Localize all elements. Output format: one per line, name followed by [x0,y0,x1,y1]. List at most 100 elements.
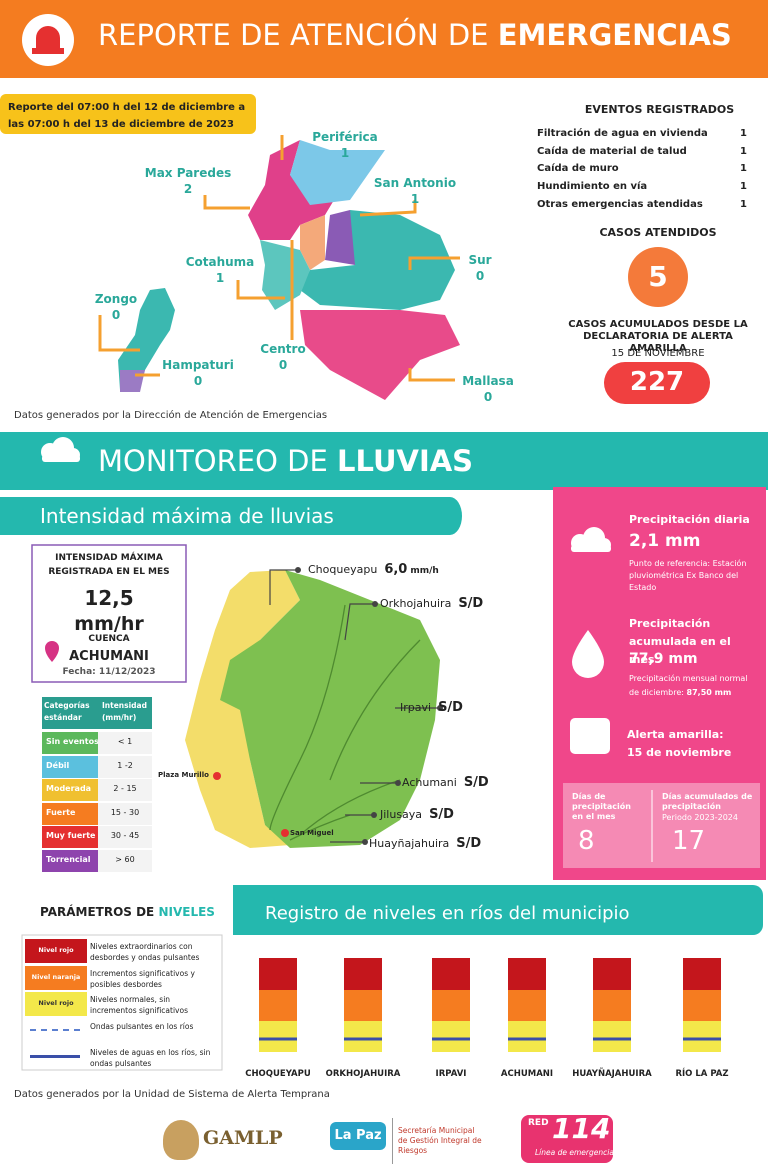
note-value: 87,50 mm [686,688,732,697]
red114-logo [521,1115,613,1163]
levels-title: Registro de niveles en ríos del municipi… [265,903,630,924]
district-count: 2 [183,182,193,196]
report-period: Reporte del 07:00 h del 12 de diciembre … [8,102,246,130]
pin-icon [45,641,59,662]
district-count: 0 [278,358,288,372]
gamlp-crest [163,1120,199,1160]
legend-swatch [25,992,87,1016]
level-red [593,958,631,990]
level-orange [508,990,546,1021]
category-range: 2 - 15 [98,779,152,801]
level-orange [432,990,470,1021]
basin-row: Huayñajahuira S/D [369,836,481,851]
levels-bar [233,885,763,935]
accumulated-title: CASOS ACUMULADOS DESDE LA DECLARATORIA D… [568,319,748,354]
district-count: 1 [410,192,420,206]
connector [408,368,455,382]
levels-source: Datos generados por la Unidad de Sistema… [14,1089,330,1100]
params-title: PARÁMETROS DE NIVELES [40,905,215,919]
max-value: 12,5 [84,586,134,610]
category-cell [42,849,98,872]
basin-row: Irpavi S/D [400,700,463,715]
legend-line [30,1028,80,1031]
days-month-label: Días de precipitación en el mes [572,792,631,821]
district-name: Periférica [312,130,378,144]
max-box [31,544,187,683]
basin-value: S/D [463,775,489,790]
category-name: Fuerte [46,807,76,817]
accumulated-value: 227 [629,367,685,397]
event-count: 1 [740,163,747,175]
district-count: 0 [111,308,121,322]
title-light: REPORTE DE ATENCIÓN DE [98,18,489,52]
basin-name: Irpavi [400,701,432,714]
header-title: REPORTE DE ATENCIÓN DE EMERGENCIAS [98,18,732,52]
river-name: RÍO LA PAZ [675,1069,729,1079]
connector [269,569,298,605]
month-value: 77,9 mm [629,651,698,667]
events-title: EVENTOS REGISTRADOS [584,103,735,116]
river-bars [259,958,721,1052]
map-max-paredes [248,140,340,240]
basin-name: Orkhojahuira [380,597,452,610]
legend-line [30,1055,80,1058]
event-label: Caída de material de talud [537,145,687,157]
level-red [683,958,721,990]
basin-name: Achumani [402,776,457,789]
daily-title: Precipitación diaria [629,513,750,526]
alert-title: Alerta amarilla: [627,728,724,741]
title-bold: EMERGENCIAS [497,18,732,52]
district-count: 0 [475,269,485,283]
intensity-bar [0,497,462,535]
basin-name: Choqueyapu [308,563,378,576]
category-cell [42,779,98,801]
category-name: Moderada [46,784,92,793]
category-range: 1 -2 [98,755,152,778]
basin-row: Jilusaya S/D [380,807,454,822]
table-header [42,697,152,729]
river-name: CHOQUEYAPU [245,1069,311,1079]
cases-circle [628,247,688,307]
days-total-period: Periodo 2023-2024 [662,813,738,822]
level-orange [344,990,382,1021]
intensity-title: Intensidad máxima de lluvias [40,504,334,528]
district-name: Mallasa [462,374,514,388]
event-count: 1 [740,145,747,157]
event-label: Filtración de agua en vivienda [537,128,708,139]
connector [344,603,375,641]
connector [359,200,417,217]
district-count: 0 [483,390,493,404]
accumulated-pill [604,362,710,404]
level-orange [593,990,631,1021]
cases-title: CASOS ATENDIDOS [599,226,717,239]
event-label: Hundimiento en vía [537,181,648,193]
level-yellow [683,1021,721,1052]
cloud-icon [41,437,80,462]
connector [203,195,250,210]
map-cotahuma [260,240,310,310]
rain-banner [0,432,768,490]
header-bar [0,0,768,78]
place-pin [281,829,289,837]
red-label: RED [528,1118,549,1128]
connector [98,315,140,352]
legend-swatch [25,965,87,990]
basin-name: ACHUMANI [69,649,149,664]
district-count: 1 [340,146,350,160]
river-line [329,639,421,781]
basin-row: Orkhojahuira S/D [380,596,483,611]
level-yellow [344,1021,382,1052]
category-cell [42,826,98,848]
table-header-cell: Categorías estándar [44,701,90,722]
basin-name: Huayñajahuira [369,837,450,850]
legend-text: Niveles extraordinarios con desbordes y … [90,942,200,962]
basin-connectors [269,569,440,843]
legend-text: Incrementos significativos y posibles de… [90,968,195,989]
legend-text: Niveles normales, sin incrementos signif… [90,995,188,1015]
lapaz-logo: La Paz [330,1122,386,1150]
cases-value: 5 [648,260,668,293]
district-map [98,135,460,400]
days-total-value: 17 [672,826,706,856]
district-name: Zongo [94,292,138,306]
place-label: Plaza Murillo [158,771,209,779]
